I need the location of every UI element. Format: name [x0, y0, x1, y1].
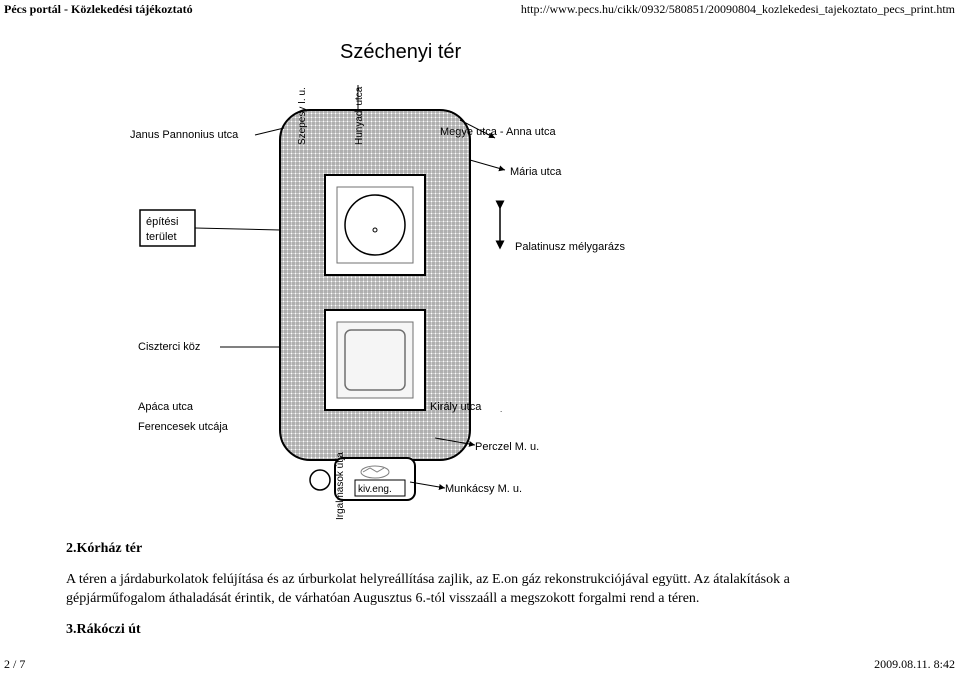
map-diagram: Széchenyi tér Szepesy I. u. Hunyadi utca… — [100, 30, 660, 530]
page-url: http://www.pecs.hu/cikk/0932/580851/2009… — [521, 2, 955, 17]
label-kiraly: Király utca — [430, 401, 482, 413]
page-number: 2 / 7 — [4, 657, 25, 672]
label-irgalmasok: Irgalmasok útja — [335, 452, 346, 520]
body-text: 2.Kórház tér A téren a járdaburkolatok f… — [66, 540, 826, 640]
label-palatinus: Palatinusz mélygarázs — [515, 241, 626, 253]
svg-text:.: . — [500, 405, 502, 414]
page-title: Pécs portál - Közlekedési tájékoztató — [4, 2, 193, 17]
label-kiveng: kiv.eng. — [358, 484, 392, 495]
page-timestamp: 2009.08.11. 8:42 — [874, 657, 955, 672]
map-title: Széchenyi tér — [340, 41, 462, 63]
label-hunyadi: Hunyadi utca — [354, 86, 365, 145]
label-ferencesek: Ferencesek utcája — [138, 421, 229, 433]
label-janus: Janus Pannonius utca — [130, 129, 239, 141]
label-szepesy: Szepesy I. u. — [297, 87, 308, 145]
paragraph-1: A téren a járdaburkolatok felújítása és … — [66, 571, 826, 609]
label-apaca: Apáca utca — [138, 401, 194, 413]
label-epitesi2: terület — [146, 231, 177, 243]
label-megye: Megye utca - Anna utca — [440, 126, 556, 138]
label-munkacsy: Munkácsy M. u. — [445, 483, 522, 495]
label-perczel: Perczel M. u. — [475, 441, 539, 453]
label-maria: Mária utca — [510, 166, 562, 178]
label-ciszterci: Ciszterci köz — [138, 341, 200, 353]
label-epitesi1: építési — [146, 216, 178, 228]
section-heading-3: 3.Rákóczi út — [66, 622, 141, 637]
section-heading-2: 2.Kórház tér — [66, 541, 142, 556]
